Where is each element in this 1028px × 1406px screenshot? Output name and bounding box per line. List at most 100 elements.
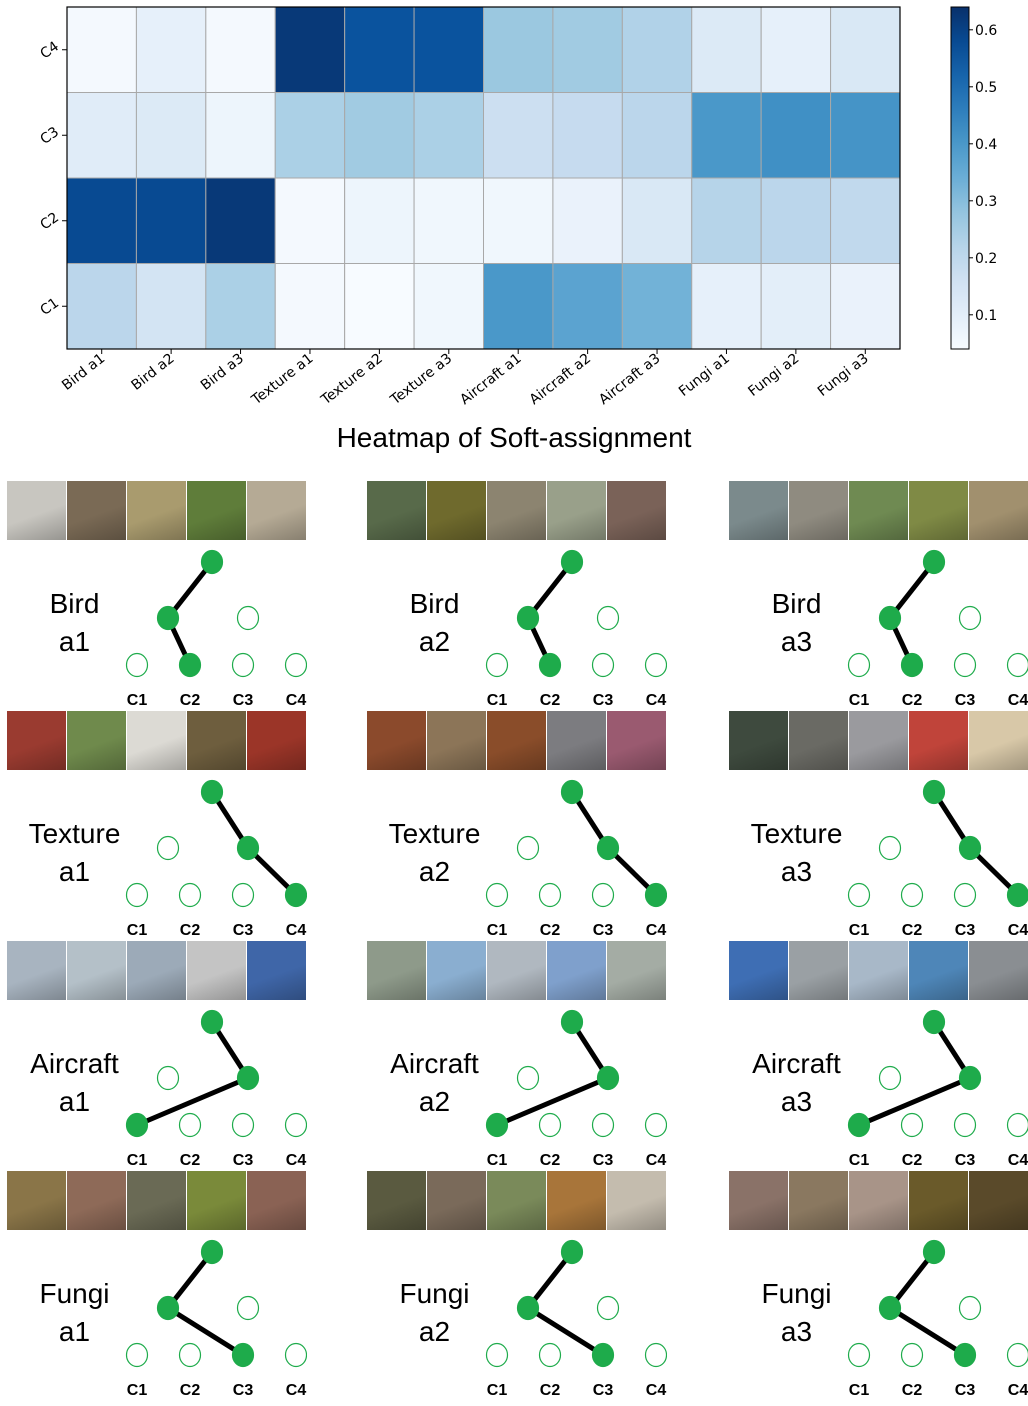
- tree-label: Fungi a2: [367, 1275, 502, 1351]
- selection-tree: C1 C2 C3 C4: [847, 1239, 1028, 1399]
- heatmap-cell: [552, 263, 623, 350]
- y-tick-label: C3: [37, 124, 61, 148]
- tree-edge: [526, 1250, 574, 1310]
- example-image: [789, 711, 848, 770]
- leaf-node: [125, 652, 149, 678]
- y-tick-label: C2: [37, 210, 61, 234]
- leaf-label: C2: [902, 1382, 923, 1399]
- root-node: [922, 549, 946, 575]
- leaf-label: C1: [487, 692, 508, 709]
- heatmap-cell: [274, 92, 346, 179]
- heatmap-cell: [135, 177, 207, 264]
- leaf-node: [1006, 1342, 1028, 1368]
- heatmap-cell: [483, 177, 554, 264]
- example-image: [729, 481, 788, 540]
- active-leaf-node: [591, 1342, 615, 1368]
- leaf-label: C4: [1008, 922, 1028, 939]
- heatmap-cell: [552, 6, 623, 93]
- heatmap-cell: [344, 92, 415, 179]
- example-images-strip: [367, 1171, 667, 1230]
- example-image: [607, 481, 666, 540]
- heatmap-cell: [621, 6, 693, 93]
- leaf-node: [538, 1112, 562, 1138]
- x-tick-label: Aircraft a1: [457, 351, 524, 409]
- colorbar-tick-label: 0.4: [975, 137, 997, 153]
- example-image: [247, 481, 306, 540]
- x-tick-label: Fungi a2: [745, 351, 802, 400]
- colorbar-tick-label: 0.3: [975, 194, 997, 210]
- panel-fungi-a1: Fungi a1 C1 C2 C3 C4: [7, 1171, 307, 1401]
- leaf-label: C3: [593, 922, 614, 939]
- heatmap-cell: [413, 6, 485, 93]
- root-node: [200, 1239, 224, 1265]
- example-image: [909, 1171, 968, 1230]
- heatmap-caption: Heatmap of Soft-assignment: [336, 422, 692, 453]
- example-image: [547, 941, 606, 1000]
- leaf-label: C3: [593, 692, 614, 709]
- tree-label: Fungi a3: [729, 1275, 864, 1351]
- tree-label-variant: a2: [418, 1086, 451, 1117]
- example-image: [127, 711, 186, 770]
- colorbar-tick-label: 0.6: [975, 23, 997, 39]
- leaf-node: [231, 882, 255, 908]
- leaf-label: C1: [849, 922, 870, 939]
- example-image: [789, 941, 848, 1000]
- tree-edge: [166, 1250, 214, 1310]
- active-internal-node: [156, 1295, 180, 1321]
- y-tick-label: C4: [37, 39, 62, 63]
- leaf-label: C2: [540, 1152, 561, 1169]
- x-tick-label: Texture a1: [248, 351, 316, 409]
- active-internal-node: [596, 1065, 620, 1091]
- leaf-label: C2: [902, 692, 923, 709]
- example-image: [67, 941, 126, 1000]
- selection-tree: C1 C2 C3 C4: [847, 779, 1028, 939]
- x-tick-label: Fungi a1: [676, 351, 733, 400]
- example-images-strip: [729, 711, 1028, 770]
- example-image: [67, 711, 126, 770]
- colorbar-tick-label: 0.2: [975, 251, 997, 267]
- tree-label-variant: a2: [418, 1316, 451, 1347]
- leaf-node: [900, 882, 924, 908]
- panel-aircraft-a1: Aircraft a1 C1 C2 C3 C4: [7, 941, 307, 1171]
- example-image: [67, 1171, 126, 1230]
- leaf-node: [644, 1112, 667, 1138]
- active-leaf-node: [231, 1342, 255, 1368]
- active-leaf-node: [1006, 882, 1028, 908]
- tree-label: Texture a3: [729, 815, 864, 891]
- example-image: [909, 941, 968, 1000]
- tree-label: Texture a1: [7, 815, 142, 891]
- selection-tree: C1 C2 C3 C4: [125, 1009, 307, 1169]
- leaf-label: C1: [127, 1152, 148, 1169]
- heatmap-frame: [66, 6, 901, 350]
- active-leaf-node: [125, 1112, 149, 1138]
- leaf-node: [1006, 1112, 1028, 1138]
- leaf-label: C2: [180, 1382, 201, 1399]
- heatmap-cell: [691, 177, 762, 264]
- root-node: [560, 1009, 584, 1035]
- heatmap-cell: [66, 263, 137, 350]
- tree-label-domain: Bird: [771, 588, 822, 619]
- tree-label-domain: Bird: [49, 588, 100, 619]
- leaf-node: [125, 882, 149, 908]
- leaf-label: C3: [955, 922, 976, 939]
- inactive-internal-node: [878, 835, 902, 861]
- example-image: [67, 481, 126, 540]
- tree-label-domain: Fungi: [39, 1278, 110, 1309]
- leaf-node: [900, 1342, 924, 1368]
- leaf-label: C4: [1008, 1382, 1028, 1399]
- example-image: [849, 941, 908, 1000]
- leaf-label: C4: [286, 1382, 307, 1399]
- y-tick-label: C1: [37, 295, 61, 319]
- example-image: [969, 941, 1028, 1000]
- tree-edge: [888, 1250, 936, 1310]
- root-node: [922, 1239, 946, 1265]
- example-image: [367, 711, 426, 770]
- colorbar-tick-label: 0.1: [975, 308, 997, 324]
- tree-label-domain: Aircraft: [752, 1048, 841, 1079]
- active-internal-node: [236, 835, 260, 861]
- example-image: [729, 941, 788, 1000]
- tree-label: Bird a1: [7, 585, 142, 661]
- inactive-internal-node: [236, 605, 260, 631]
- example-image: [127, 1171, 186, 1230]
- example-image: [187, 1171, 246, 1230]
